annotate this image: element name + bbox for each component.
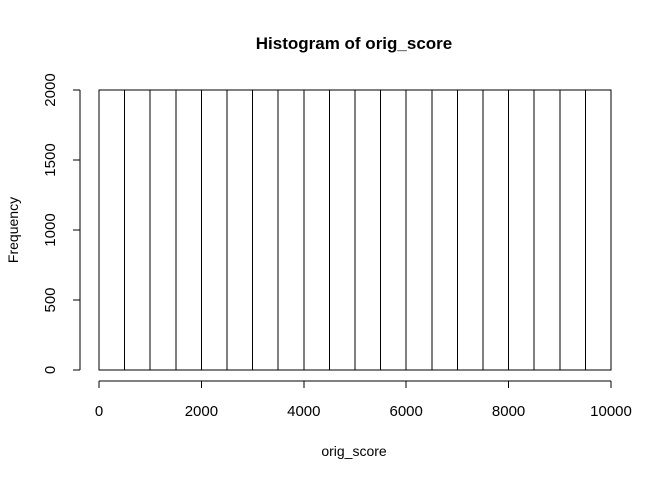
y-axis-label: Frequency (5, 197, 21, 263)
chart-title: Histogram of orig_score (256, 34, 453, 53)
histogram-bar-9 (303, 89, 330, 371)
y-tick-label: 1500 (42, 143, 59, 176)
x-tick-label: 10000 (590, 403, 632, 420)
histogram-bar-2 (124, 89, 151, 371)
histogram-bar-8 (277, 89, 305, 371)
histogram-bar-5 (200, 89, 228, 371)
histogram-bar-11 (354, 89, 382, 371)
histogram-bar-17 (508, 89, 535, 371)
histogram-bars (98, 89, 612, 371)
histogram-bar-16 (482, 89, 510, 371)
x-tick-label: 0 (95, 403, 103, 420)
histogram-bar-4 (175, 89, 202, 371)
histogram-bar-3 (149, 89, 177, 371)
histogram-bar-6 (226, 89, 254, 371)
y-axis: 0 500 1000 1500 2000 (42, 73, 81, 374)
histogram-bar-7 (252, 89, 279, 371)
y-tick-label: 0 (42, 366, 59, 374)
histogram-bar-18 (533, 89, 561, 371)
y-tick-label: 1000 (42, 213, 59, 246)
x-axis-label: orig_score (321, 443, 387, 459)
histogram-bar-12 (380, 89, 407, 371)
histogram-bar-20 (584, 89, 612, 371)
x-tick-label: 6000 (390, 403, 423, 420)
x-axis: 0 2000 4000 6000 8000 10000 (95, 380, 632, 420)
x-tick-label: 2000 (185, 403, 218, 420)
histogram-bar-19 (559, 89, 586, 371)
histogram-bar-13 (405, 89, 433, 371)
x-tick-label: 4000 (287, 403, 320, 420)
x-tick-label: 8000 (492, 403, 525, 420)
y-tick-label: 500 (42, 287, 59, 312)
histogram-bar-1 (98, 89, 126, 371)
y-tick-label: 2000 (42, 73, 59, 106)
histogram-bar-14 (431, 89, 458, 371)
histogram-bar-10 (328, 89, 356, 371)
histogram-bar-15 (456, 89, 484, 371)
